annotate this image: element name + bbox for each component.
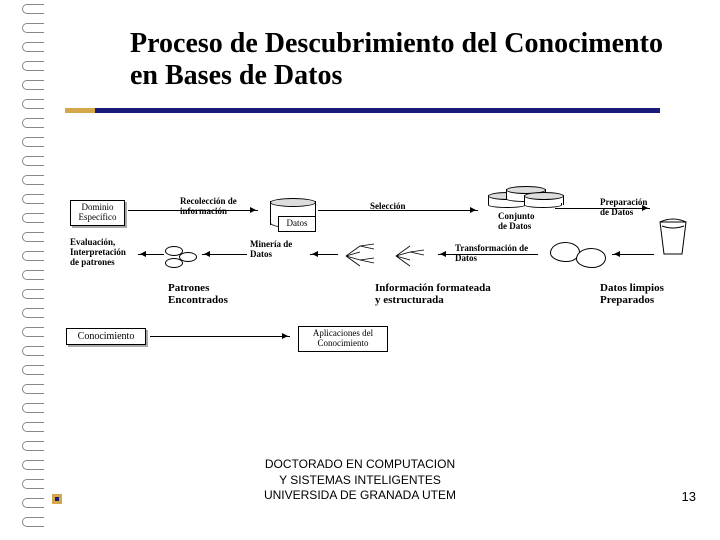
bucket-icon (658, 218, 688, 256)
label-patrones: PatronesEncontrados (168, 282, 228, 306)
arrow-6 (310, 254, 338, 255)
label-conjunto: Conjuntode Datos (498, 212, 535, 232)
page-number: 13 (682, 489, 696, 504)
label-info-formateada: Información formateaday estructurada (375, 282, 491, 306)
arrow-9 (150, 336, 290, 337)
arrow-8 (612, 254, 654, 255)
blob-icon-2 (576, 248, 606, 268)
label-dominio: DominioEspecífico (79, 202, 117, 222)
box-datos: Datos (278, 216, 316, 232)
label-evaluacion: Evaluación,Interpretaciónde patrones (70, 238, 126, 268)
label-datos-limpios: Datos limpiosPreparados (600, 282, 664, 306)
arrow-7 (438, 254, 538, 255)
footer-line-1: DOCTORADO EN COMPUTACION (0, 457, 720, 473)
box-conocimiento: Conocimiento (66, 328, 146, 345)
box-dominio: DominioEspecífico (70, 200, 125, 226)
arrow-5 (202, 254, 247, 255)
label-aplicaciones: Aplicaciones delConocimiento (313, 328, 373, 348)
footer-line-2: Y SISTEMAS INTELIGENTES (0, 473, 720, 489)
label-recoleccion: Recolección deinformación (180, 197, 237, 217)
arrow-1 (128, 210, 258, 211)
page-title: Proceso de Descubrimiento del Conociment… (130, 28, 680, 92)
footer-line-3: UNIVERSIDA DE GRANADA UTEM (0, 488, 720, 504)
label-datos: Datos (287, 218, 308, 228)
title-underline (65, 108, 660, 113)
label-conocimiento: Conocimiento (78, 331, 135, 342)
label-mineria: Minería deDatos (250, 240, 292, 260)
tree-icon-2 (390, 242, 432, 270)
kdd-process-diagram: DominioEspecífico Recolección deinformac… (60, 200, 690, 410)
arrow-3 (555, 208, 650, 209)
footer: DOCTORADO EN COMPUTACION Y SISTEMAS INTE… (0, 457, 720, 504)
arrow-2 (318, 210, 478, 211)
tree-icon-1 (340, 242, 382, 270)
box-aplicaciones: Aplicaciones delConocimiento (298, 326, 388, 352)
arrow-4 (138, 254, 164, 255)
